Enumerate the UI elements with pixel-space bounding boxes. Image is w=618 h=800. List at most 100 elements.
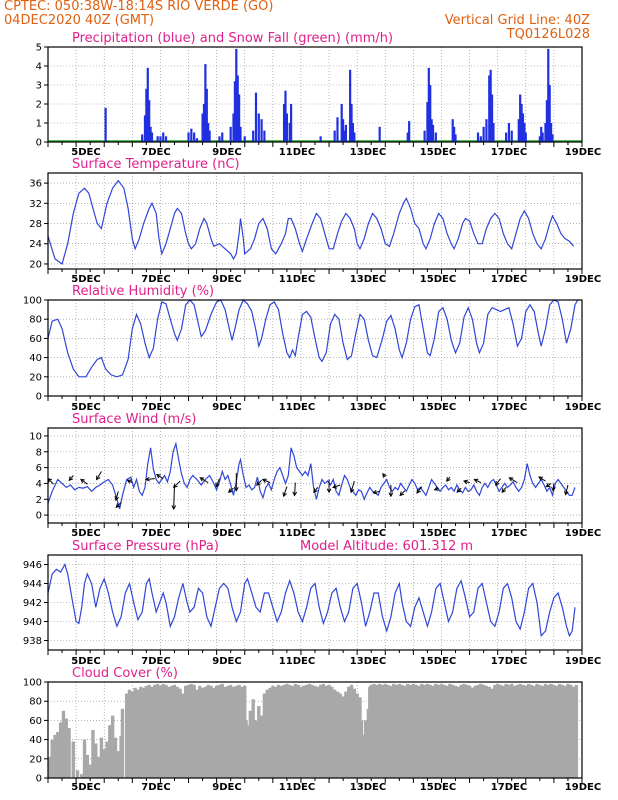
cloud-bar bbox=[212, 687, 216, 778]
x-date-label: 5DEC bbox=[71, 402, 100, 413]
x-date-label: 19DEC bbox=[565, 528, 601, 539]
cloud-bar bbox=[330, 686, 334, 778]
cloud-bar bbox=[310, 684, 314, 778]
x-date-label: 7DEC bbox=[141, 656, 170, 667]
cloud-bar bbox=[361, 734, 365, 778]
precip-bar bbox=[239, 126, 242, 142]
precip-bar bbox=[551, 134, 554, 142]
wind-vector bbox=[495, 478, 501, 486]
cloud-bar bbox=[75, 770, 80, 778]
precip-bar bbox=[426, 102, 429, 142]
x-date-label: 17DEC bbox=[491, 782, 527, 793]
cloud-bar bbox=[169, 685, 174, 778]
wind-arrowhead bbox=[114, 496, 119, 502]
cloud-bar bbox=[136, 689, 140, 778]
precip-bar bbox=[232, 113, 235, 142]
precip-bar bbox=[164, 136, 168, 142]
precip-bar bbox=[260, 119, 263, 142]
cloud-bar bbox=[521, 684, 525, 778]
cloud-bar bbox=[417, 685, 421, 778]
cloud-bar bbox=[282, 684, 286, 778]
cloud-bar bbox=[113, 737, 118, 778]
cloud-bar bbox=[237, 684, 241, 778]
precip-bar bbox=[351, 123, 355, 142]
precip-bar bbox=[336, 117, 339, 142]
precip-bar bbox=[408, 121, 411, 142]
precip-bar bbox=[423, 130, 426, 142]
precip-bar bbox=[193, 132, 196, 142]
wind-arrowhead bbox=[416, 488, 421, 494]
cloud-bar bbox=[133, 687, 137, 778]
x-date-label: 7DEC bbox=[141, 147, 170, 158]
cloud-bar bbox=[150, 686, 154, 778]
x-date-label: 13DEC bbox=[350, 782, 386, 793]
y-tick-label: 0 bbox=[36, 511, 42, 522]
cloud-bar bbox=[510, 683, 514, 778]
cloud-bar bbox=[56, 731, 60, 778]
wind-arrowhead bbox=[155, 474, 161, 479]
cloud-bar bbox=[501, 685, 506, 778]
cloud-bar bbox=[110, 715, 115, 778]
x-date-label: 13DEC bbox=[350, 274, 386, 285]
grid-line-note: Vertical Grid Line: 40Z bbox=[444, 13, 590, 28]
cloud-bar bbox=[102, 749, 106, 778]
wind-vector bbox=[373, 490, 380, 494]
cloud-bar bbox=[403, 685, 407, 778]
cloud-bar bbox=[428, 684, 432, 778]
wind-arrowhead bbox=[446, 477, 451, 482]
x-date-label: 15DEC bbox=[420, 528, 456, 539]
cloud-bar bbox=[50, 739, 54, 778]
cloud-bar bbox=[347, 686, 351, 778]
wind-arrowhead bbox=[372, 489, 378, 495]
wind-arrowhead bbox=[456, 488, 462, 493]
cloud-bar bbox=[560, 684, 565, 778]
wind-vector bbox=[332, 484, 341, 488]
cloud-bar bbox=[355, 693, 359, 778]
x-date-label: 13DEC bbox=[350, 528, 386, 539]
y-tick-label: 0 bbox=[36, 774, 42, 785]
cloud-bar bbox=[549, 683, 553, 778]
cloud-bar bbox=[538, 684, 542, 778]
cloud-bar bbox=[389, 685, 393, 778]
cloud-bar bbox=[515, 684, 520, 778]
precip-bar bbox=[235, 48, 238, 142]
x-date-label: 17DEC bbox=[491, 274, 527, 285]
cloud-bar bbox=[226, 685, 230, 778]
cloud-bar bbox=[293, 683, 298, 778]
x-date-label: 9DEC bbox=[212, 782, 241, 793]
cloud-bar bbox=[195, 689, 199, 778]
wind-arrowhead bbox=[68, 476, 74, 482]
cloud-bar bbox=[302, 685, 306, 778]
y-tick-label: 1 bbox=[36, 119, 42, 130]
precip-bar bbox=[208, 130, 211, 142]
cloud-bar bbox=[566, 683, 570, 778]
x-date-label: 9DEC bbox=[212, 274, 241, 285]
cloud-bar bbox=[552, 684, 556, 778]
cloud-bar bbox=[147, 684, 151, 778]
cloud-bar bbox=[124, 693, 129, 778]
precip-bar bbox=[204, 64, 207, 142]
precip-bar bbox=[549, 123, 553, 142]
precip-bar bbox=[229, 126, 232, 142]
x-date-label: 5DEC bbox=[71, 782, 100, 793]
panel-title: Surface Wind (m/s) bbox=[72, 412, 196, 427]
precip-bar bbox=[202, 104, 206, 142]
cloud-bar bbox=[479, 683, 483, 778]
cloud-bar bbox=[490, 688, 494, 778]
cloud-bar bbox=[192, 684, 196, 778]
cloud-bar bbox=[456, 686, 461, 778]
wind-vector bbox=[399, 490, 406, 496]
y-tick-label: 100 bbox=[23, 678, 42, 689]
cloud-bar bbox=[540, 685, 545, 778]
cloud-bar bbox=[64, 718, 68, 778]
cloud-bar bbox=[153, 684, 157, 778]
panel-frame bbox=[47, 46, 583, 143]
precip-bar bbox=[190, 128, 193, 142]
precip-bar bbox=[201, 113, 204, 142]
x-date-label: 7DEC bbox=[141, 528, 170, 539]
cloud-bar bbox=[518, 683, 522, 778]
cloud-bar bbox=[80, 774, 84, 778]
x-date-label: 7DEC bbox=[141, 782, 170, 793]
cloud-bar bbox=[420, 683, 424, 778]
x-date-label: 17DEC bbox=[491, 402, 527, 413]
